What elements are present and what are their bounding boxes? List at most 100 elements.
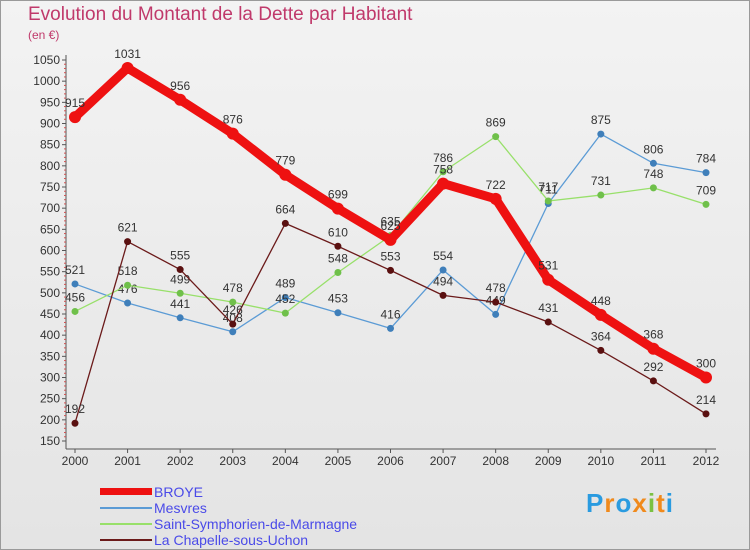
data-point	[71, 280, 79, 288]
data-label: 711	[539, 183, 558, 197]
data-point	[702, 169, 710, 177]
data-point	[124, 281, 132, 289]
data-label: 548	[328, 252, 348, 266]
logo-letter: i	[647, 488, 657, 518]
data-point	[439, 291, 447, 299]
y-tick-label: 900	[40, 117, 60, 131]
data-point	[439, 266, 447, 274]
data-label: 748	[643, 167, 663, 181]
y-tick-label: 300	[40, 371, 60, 385]
data-point	[597, 346, 605, 354]
data-point	[176, 314, 184, 322]
logo-letter: r	[604, 488, 616, 518]
data-label: 875	[591, 113, 611, 127]
data-point	[542, 273, 555, 286]
data-label: 494	[433, 274, 453, 288]
data-label: 699	[328, 188, 348, 202]
data-label: 1031	[114, 47, 141, 61]
data-label: 621	[118, 221, 138, 235]
x-tick-label: 2012	[693, 454, 720, 468]
data-label: 731	[591, 174, 611, 188]
y-tick-label: 200	[40, 413, 60, 427]
data-point	[492, 133, 500, 141]
data-point	[229, 320, 237, 328]
data-label: 722	[486, 178, 506, 192]
chart-subtitle: (en €)	[28, 28, 60, 42]
data-label: 784	[696, 152, 716, 166]
data-label: 876	[223, 113, 243, 127]
logo-letter: o	[615, 488, 633, 518]
data-point	[544, 318, 552, 326]
y-tick-label: 750	[40, 180, 60, 194]
data-point	[124, 299, 132, 307]
data-label: 664	[275, 202, 295, 216]
data-point	[229, 328, 237, 336]
data-label: 478	[486, 281, 506, 295]
data-label: 786	[433, 151, 453, 165]
data-label: 758	[433, 163, 453, 177]
data-label: 779	[275, 154, 295, 168]
data-point	[702, 200, 710, 208]
x-tick-label: 2003	[219, 454, 246, 468]
data-label: 625	[380, 219, 400, 233]
data-point	[492, 298, 500, 306]
data-label: 521	[65, 263, 85, 277]
data-point	[387, 266, 394, 274]
data-label: 300	[696, 357, 716, 371]
data-point	[544, 197, 552, 205]
x-tick-label: 2000	[62, 454, 89, 468]
data-point	[71, 419, 79, 427]
data-label: 518	[118, 264, 138, 278]
data-point	[281, 293, 289, 301]
y-tick-label: 800	[40, 159, 60, 173]
data-label: 368	[643, 328, 663, 342]
data-point	[437, 177, 450, 190]
data-label: 554	[433, 249, 453, 263]
data-label: 555	[170, 249, 190, 263]
y-tick-label: 1050	[33, 53, 60, 67]
data-point	[229, 298, 237, 306]
data-label: 448	[591, 294, 611, 308]
logo-letter: i	[665, 488, 674, 518]
data-point	[647, 342, 660, 355]
data-point	[649, 184, 657, 192]
legend-label: BROYE	[154, 484, 204, 500]
legend-swatch-la-chapelle	[100, 539, 152, 541]
data-label: 915	[65, 96, 85, 110]
data-label: 292	[643, 360, 663, 374]
data-label: 214	[696, 393, 716, 407]
data-point	[279, 168, 292, 181]
legend-label: Mesvres	[154, 500, 207, 516]
data-point	[649, 377, 657, 385]
data-point	[281, 219, 289, 227]
x-tick-label: 2005	[325, 454, 352, 468]
data-point	[176, 266, 184, 274]
x-tick-label: 2009	[535, 454, 562, 468]
data-label: 456	[65, 290, 85, 304]
data-label: 453	[328, 292, 348, 306]
y-tick-label: 150	[40, 434, 60, 448]
data-point	[176, 289, 184, 297]
y-tick-label: 850	[40, 138, 60, 152]
data-label: 806	[643, 142, 663, 156]
data-label: 431	[538, 301, 558, 315]
data-point	[71, 307, 79, 315]
data-point	[702, 410, 710, 418]
data-label: 709	[696, 183, 716, 197]
x-tick-label: 2008	[482, 454, 509, 468]
legend-label: Saint-Symphorien-de-Marmagne	[154, 516, 358, 532]
y-tick-label: 400	[40, 328, 60, 342]
data-label: 499	[170, 272, 190, 286]
y-tick-label: 700	[40, 201, 60, 215]
data-point	[174, 93, 187, 106]
data-point	[69, 111, 81, 124]
y-tick-label: 1000	[33, 74, 60, 88]
data-label: 489	[275, 276, 295, 290]
data-point	[649, 159, 657, 167]
data-point	[121, 62, 134, 75]
y-tick-label: 950	[40, 95, 60, 109]
y-tick-label: 650	[40, 222, 60, 236]
x-tick-label: 2002	[167, 454, 194, 468]
y-tick-label: 250	[40, 392, 60, 406]
x-tick-label: 2010	[587, 454, 614, 468]
